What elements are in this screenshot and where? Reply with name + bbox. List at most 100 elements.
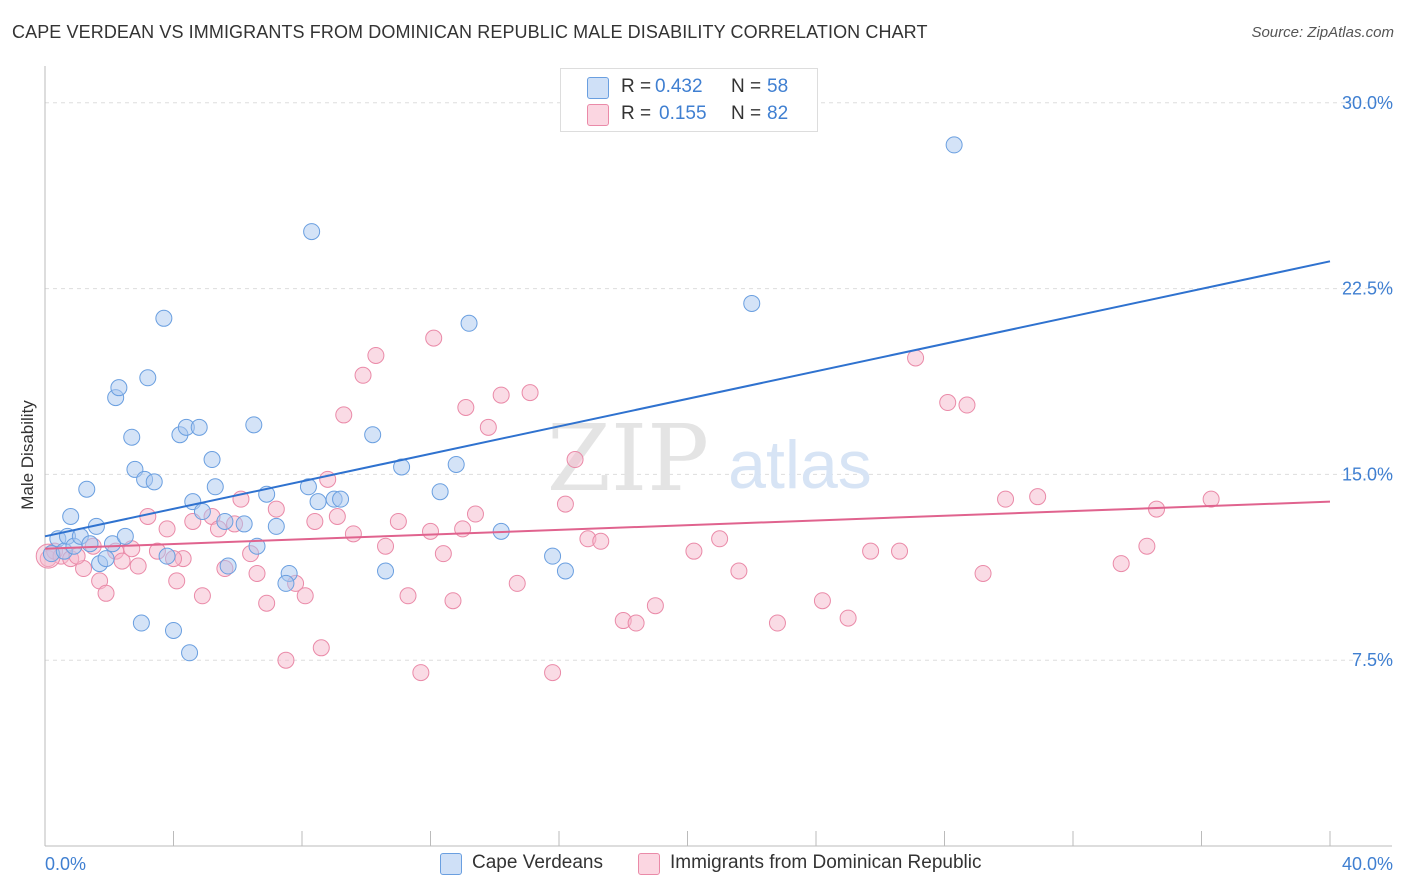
- data-point-cape-verdeans: [81, 535, 99, 553]
- data-point-dominican-republic: [444, 592, 462, 610]
- data-point-dominican-republic: [479, 418, 497, 436]
- data-point-cape-verdeans: [245, 416, 263, 434]
- y-tick-label: 22.5%: [1342, 279, 1393, 299]
- data-point-cape-verdeans: [78, 480, 96, 498]
- data-point-cape-verdeans: [110, 379, 128, 397]
- data-point-cape-verdeans: [116, 527, 134, 545]
- legend-n-value-pink: 82: [767, 103, 789, 124]
- data-point-dominican-republic: [306, 512, 324, 530]
- y-tick-label: 15.0%: [1342, 464, 1393, 484]
- bottom-legend-swatch-pink: [638, 853, 660, 875]
- data-point-dominican-republic: [997, 490, 1015, 508]
- legend-r-value-blue: 0.432: [655, 76, 703, 97]
- data-point-dominican-republic: [813, 592, 831, 610]
- legend-n-value-blue: 58: [767, 76, 789, 97]
- data-point-cape-verdeans: [309, 493, 327, 511]
- bottom-legend-label-blue: Cape Verdeans: [472, 852, 603, 873]
- legend-r-label: R =: [621, 103, 652, 124]
- data-point-cape-verdeans: [364, 426, 382, 444]
- data-point-cape-verdeans: [165, 621, 182, 639]
- correlation-legend: R = 0.432 N = 58 R = 0.155 N = 82: [560, 68, 818, 132]
- data-point-dominican-republic: [97, 584, 115, 602]
- data-point-dominican-republic: [768, 614, 786, 632]
- series-dominican-republic-points: [35, 329, 1220, 682]
- data-point-dominican-republic: [267, 500, 285, 518]
- data-point-cape-verdeans: [123, 428, 141, 446]
- data-point-dominican-republic: [193, 587, 211, 605]
- data-point-cape-verdeans: [97, 550, 115, 568]
- data-point-cape-verdeans: [235, 515, 253, 533]
- data-point-cape-verdeans: [206, 478, 224, 496]
- data-point-cape-verdeans: [556, 562, 574, 580]
- data-point-cape-verdeans: [460, 314, 478, 332]
- data-point-dominican-republic: [344, 525, 362, 543]
- data-point-dominican-republic: [258, 594, 276, 612]
- data-point-dominican-republic: [711, 530, 729, 548]
- data-point-cape-verdeans: [181, 644, 199, 662]
- data-point-dominican-republic: [377, 537, 395, 555]
- data-point-dominican-republic: [958, 396, 976, 414]
- chart-title: CAPE VERDEAN VS IMMIGRANTS FROM DOMINICA…: [12, 22, 928, 42]
- data-point-cape-verdeans: [145, 473, 163, 491]
- data-point-dominican-republic: [646, 597, 664, 615]
- data-point-dominican-republic: [556, 495, 574, 513]
- legend-r-value-pink: 0.155: [659, 103, 707, 124]
- axes: [44, 66, 1392, 847]
- data-point-dominican-republic: [412, 664, 430, 682]
- data-point-cape-verdeans: [377, 562, 395, 580]
- data-point-cape-verdeans: [332, 490, 350, 508]
- data-point-dominican-republic: [974, 564, 992, 582]
- data-point-dominican-republic: [335, 406, 353, 424]
- tick-labels: 7.5% 15.0% 22.5% 30.0% 0.0% 40.0%: [45, 93, 1393, 874]
- trend-lines: [44, 260, 1331, 550]
- data-point-dominican-republic: [544, 664, 562, 682]
- legend-swatch-pink: [587, 104, 609, 126]
- data-point-cape-verdeans: [248, 537, 266, 555]
- data-point-dominican-republic: [1202, 490, 1220, 508]
- data-point-cape-verdeans: [132, 614, 150, 632]
- watermark-atlas: atlas: [728, 427, 872, 503]
- data-point-dominican-republic: [685, 542, 703, 560]
- legend-swatch-blue: [587, 77, 609, 99]
- data-point-dominican-republic: [862, 542, 880, 560]
- x-tick-label: 0.0%: [45, 854, 86, 874]
- x-tick-label: 40.0%: [1342, 854, 1393, 874]
- data-point-cape-verdeans: [277, 574, 295, 592]
- data-point-dominican-republic: [939, 394, 957, 412]
- data-point-cape-verdeans: [203, 451, 221, 469]
- data-point-dominican-republic: [328, 508, 346, 526]
- data-point-cape-verdeans: [158, 547, 176, 565]
- data-point-dominican-republic: [466, 505, 484, 523]
- data-point-dominican-republic: [839, 609, 857, 627]
- y-axis-label: Male Disability: [18, 400, 37, 510]
- data-point-cape-verdeans: [139, 369, 157, 387]
- data-point-cape-verdeans: [393, 458, 411, 476]
- bottom-legend-swatch-blue: [440, 853, 462, 875]
- data-point-cape-verdeans: [544, 547, 562, 565]
- data-point-dominican-republic: [457, 398, 475, 416]
- data-point-dominican-republic: [277, 651, 295, 669]
- data-point-cape-verdeans: [267, 517, 285, 535]
- data-point-dominican-republic: [296, 587, 314, 605]
- data-point-dominican-republic: [730, 562, 748, 580]
- data-point-cape-verdeans: [743, 294, 761, 312]
- data-point-dominican-republic: [434, 545, 452, 563]
- data-point-dominican-republic: [168, 572, 186, 590]
- source-label: Source: ZipAtlas.com: [1251, 24, 1394, 41]
- data-point-dominican-republic: [907, 349, 925, 367]
- data-point-dominican-republic: [508, 574, 526, 592]
- data-point-dominican-republic: [389, 512, 407, 530]
- y-tick-label: 7.5%: [1352, 650, 1393, 670]
- data-point-dominican-republic: [399, 587, 417, 605]
- data-point-dominican-republic: [521, 384, 539, 402]
- data-point-dominican-republic: [129, 557, 147, 575]
- trend-line-dominican-republic: [44, 500, 1331, 550]
- data-point-cape-verdeans: [103, 535, 121, 553]
- data-point-dominican-republic: [1112, 555, 1130, 573]
- grid-lines: [45, 102, 1392, 661]
- data-point-cape-verdeans: [193, 503, 211, 521]
- data-point-cape-verdeans: [62, 508, 80, 526]
- data-point-dominican-republic: [422, 522, 439, 540]
- data-point-cape-verdeans: [431, 483, 449, 501]
